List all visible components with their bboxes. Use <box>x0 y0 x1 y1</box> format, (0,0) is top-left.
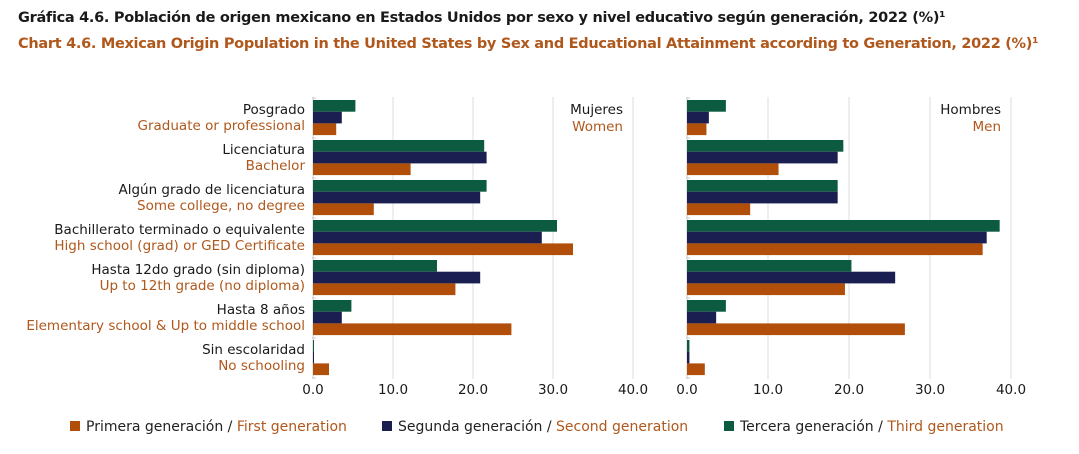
bar-first-generation <box>313 123 337 136</box>
category-label-en: No schooling <box>218 358 305 374</box>
bar-first-generation <box>687 283 845 296</box>
bar-first-generation <box>313 363 329 376</box>
category-label-en: High school (grad) or GED Certificate <box>54 238 305 254</box>
bar-third-generation <box>687 260 852 272</box>
bar-third-generation <box>313 100 356 112</box>
bar-second-generation <box>313 311 342 324</box>
x-tick-label: 10.0 <box>753 382 783 398</box>
bar-third-generation <box>313 260 437 272</box>
bar-first-generation <box>687 363 705 376</box>
x-tick-label: 20.0 <box>834 382 864 398</box>
category-label-en: Up to 12th grade (no diploma) <box>100 278 305 294</box>
x-tick-label: 0.0 <box>676 382 697 398</box>
bar-second-generation <box>313 111 342 124</box>
legend-label-es: Primera generación <box>86 419 224 435</box>
bar-second-generation <box>687 311 717 324</box>
legend-label-es: Segunda generación <box>398 419 543 435</box>
legend-label-es: Tercera generación <box>740 419 874 435</box>
legend-swatch-third <box>724 421 734 431</box>
category-label-es: Posgrado <box>243 102 305 118</box>
bar-third-generation <box>313 340 314 352</box>
legend-second-generation: Segunda generación / Second generation <box>382 419 688 435</box>
bar-second-generation <box>313 151 487 164</box>
bar-second-generation <box>687 191 838 204</box>
panel-title-es: Hombres <box>940 102 1001 118</box>
category-label-es: Licenciatura <box>222 142 305 158</box>
x-tick-label: 20.0 <box>458 382 488 398</box>
bar-third-generation <box>313 140 485 152</box>
bar-third-generation <box>687 100 726 112</box>
category-label-en: Some college, no degree <box>137 198 305 214</box>
category-label-en: Graduate or professional <box>138 118 305 134</box>
panel-title-en: Women <box>572 119 623 135</box>
x-tick-label: 40.0 <box>618 382 648 398</box>
legend-third-generation: Tercera generación / Third generation <box>724 419 1004 435</box>
category-label-en: Elementary school & Up to middle school <box>26 318 305 334</box>
bar-second-generation <box>687 351 690 364</box>
bar-second-generation <box>313 191 481 204</box>
category-label-en: Bachelor <box>246 158 306 174</box>
bar-second-generation <box>313 351 314 364</box>
bar-second-generation <box>313 271 481 284</box>
bar-first-generation <box>687 163 779 176</box>
bar-first-generation <box>687 203 751 216</box>
legend-label-en: Third generation <box>887 419 1004 435</box>
bar-third-generation <box>687 340 690 352</box>
x-tick-label: 30.0 <box>915 382 945 398</box>
bar-second-generation <box>687 111 709 124</box>
chart-title-spanish: Gráfica 4.6. Población de origen mexican… <box>18 10 946 26</box>
bar-first-generation <box>687 323 905 336</box>
bar-third-generation <box>313 180 487 192</box>
bar-first-generation <box>313 163 411 176</box>
bar-second-generation <box>687 271 896 284</box>
x-tick-label: 40.0 <box>996 382 1026 398</box>
bar-third-generation <box>313 300 352 312</box>
chart-title-english: Chart 4.6. Mexican Origin Population in … <box>18 36 1039 52</box>
legend-swatch-second <box>382 421 392 431</box>
legend-first-generation: Primera generación / First generation <box>70 419 347 435</box>
legend-swatch-first <box>70 421 80 431</box>
bar-third-generation <box>687 220 1000 232</box>
bar-second-generation <box>313 231 542 244</box>
x-tick-label: 30.0 <box>538 382 568 398</box>
panel-title-es: Mujeres <box>570 102 623 118</box>
bar-first-generation <box>687 123 707 136</box>
bar-second-generation <box>687 231 987 244</box>
bar-first-generation <box>313 323 512 336</box>
bar-third-generation <box>687 180 838 192</box>
legend-label-en: Second generation <box>556 419 689 435</box>
bar-third-generation <box>687 300 726 312</box>
bar-first-generation <box>313 283 456 296</box>
x-tick-label: 0.0 <box>302 382 323 398</box>
bar-third-generation <box>687 140 844 152</box>
legend-label-en: First generation <box>236 419 347 435</box>
bar-first-generation <box>687 243 983 256</box>
category-label-es: Bachillerato terminado o equivalente <box>54 222 305 238</box>
category-label-es: Hasta 12do grado (sin diploma) <box>91 262 305 278</box>
panel-title-en: Men <box>972 119 1001 135</box>
category-label-es: Algún grado de licenciatura <box>118 182 305 198</box>
bar-first-generation <box>313 243 573 256</box>
bar-first-generation <box>313 203 374 216</box>
bar-third-generation <box>313 220 557 232</box>
x-tick-label: 10.0 <box>378 382 408 398</box>
bar-second-generation <box>687 151 838 164</box>
category-label-es: Sin escolaridad <box>202 342 305 358</box>
category-label-es: Hasta 8 años <box>217 302 305 318</box>
